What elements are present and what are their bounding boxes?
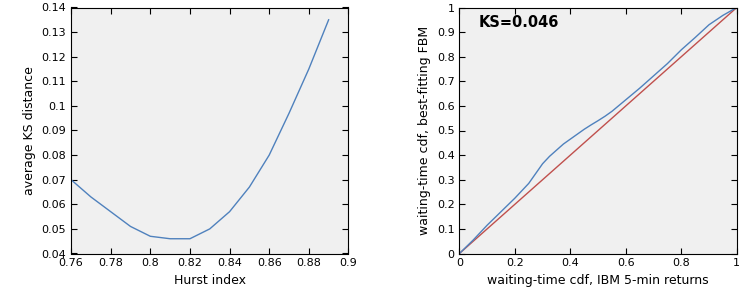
Y-axis label: waiting-time cdf, best-fitting FBM: waiting-time cdf, best-fitting FBM [418,26,432,235]
Y-axis label: average KS distance: average KS distance [23,66,36,195]
Text: KS=0.046: KS=0.046 [479,15,560,30]
X-axis label: waiting-time cdf, IBM 5-min returns: waiting-time cdf, IBM 5-min returns [487,274,709,287]
X-axis label: Hurst index: Hurst index [174,274,246,287]
